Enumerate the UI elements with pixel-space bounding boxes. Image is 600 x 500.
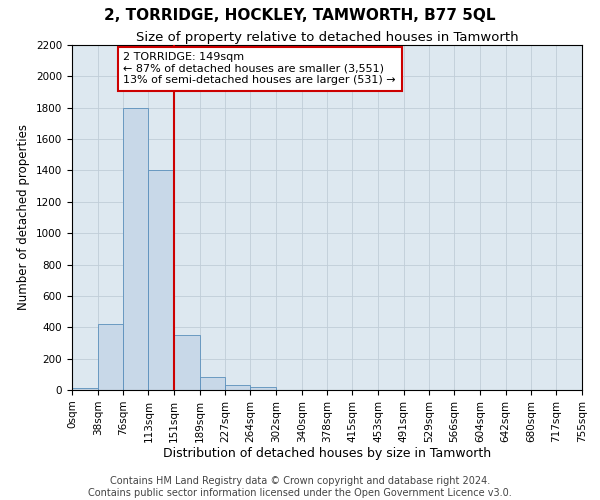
Bar: [174, 335, 200, 390]
Bar: [226, 386, 250, 390]
Bar: [124, 108, 148, 390]
Title: Size of property relative to detached houses in Tamworth: Size of property relative to detached ho…: [136, 31, 518, 44]
Y-axis label: Number of detached properties: Number of detached properties: [17, 124, 31, 310]
Text: 2, TORRIDGE, HOCKLEY, TAMWORTH, B77 5QL: 2, TORRIDGE, HOCKLEY, TAMWORTH, B77 5QL: [104, 8, 496, 22]
Text: Contains HM Land Registry data © Crown copyright and database right 2024.
Contai: Contains HM Land Registry data © Crown c…: [88, 476, 512, 498]
Bar: [98, 324, 124, 390]
Bar: [250, 387, 276, 390]
Bar: [200, 378, 226, 390]
Bar: [72, 388, 98, 390]
Text: 2 TORRIDGE: 149sqm
← 87% of detached houses are smaller (3,551)
13% of semi-deta: 2 TORRIDGE: 149sqm ← 87% of detached hou…: [124, 52, 396, 86]
X-axis label: Distribution of detached houses by size in Tamworth: Distribution of detached houses by size …: [163, 448, 491, 460]
Bar: [148, 170, 174, 390]
